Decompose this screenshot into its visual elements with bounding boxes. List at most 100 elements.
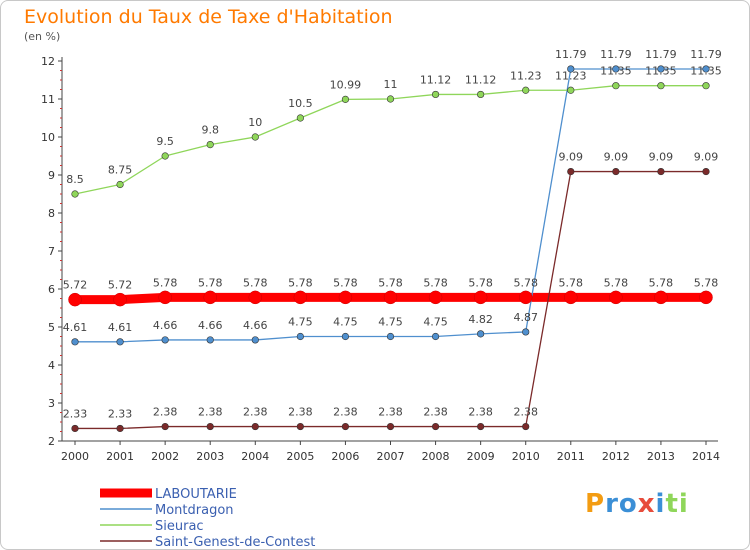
data-point [431,422,440,431]
x-tick-label: 2013 [647,450,675,463]
data-point [612,65,620,73]
data-label: 11.23 [510,69,542,82]
data-point [564,290,578,305]
logo-letter: r [605,489,619,519]
x-tick-label: 2000 [61,450,89,463]
data-point [567,65,575,73]
data-point [296,422,304,431]
data-label: 8.5 [66,173,84,186]
data-label: 4.66 [153,319,178,332]
data-label: 5.78 [243,276,268,289]
data-point [567,86,575,94]
data-point [203,290,217,305]
x-tick-label: 2004 [241,450,269,463]
data-label: 4.75 [333,316,358,329]
data-labels: 5.72 5.72 5.78 5.78 5.78 5.78 5.78 5.78 5.78 5.78… [63,48,722,420]
data-point [161,422,169,431]
data-point [383,290,398,305]
data-point [473,290,488,305]
data-label: 5.72 [108,279,133,292]
logo-letter: x [637,489,656,519]
data-point [113,292,127,307]
data-point [386,332,395,341]
data-point [477,422,485,431]
data-label: 5.78 [423,276,448,289]
data-point [161,336,169,344]
x-tick-label: 2008 [422,450,450,463]
y-tick-label: 9 [48,169,55,182]
y-tick-label: 12 [41,55,55,68]
data-point [522,422,530,431]
data-label: 4.61 [108,321,133,334]
data-point [431,332,440,341]
data-label: 5.78 [513,276,538,289]
data-point [341,422,350,431]
data-label: 2.38 [243,406,268,419]
data-label: 9.09 [649,151,674,164]
data-label: 5.78 [333,276,358,289]
x-tick-label: 2009 [467,450,495,463]
data-label: 11.12 [420,73,452,86]
data-point [567,167,575,176]
data-point [386,95,395,103]
data-point [518,290,533,305]
data-point [251,422,259,431]
data-label: 11 [384,78,398,91]
legend-label: Saint-Genest-de-Contest [155,535,315,550]
data-point [386,422,395,431]
proxiti-logo: Proxiti [585,489,689,519]
data-label: 2.38 [423,406,448,419]
data-point [477,330,485,338]
y-tick-label: 8 [48,207,55,220]
logo-letter: t [665,489,679,519]
data-point [612,167,620,176]
data-point [341,95,350,103]
data-label: 4.75 [423,316,448,329]
data-point [338,290,353,305]
x-tick-label: 2003 [196,450,224,463]
data-point [612,82,620,90]
y-tick-label: 2 [48,435,55,448]
x-tick-label: 2014 [692,450,720,463]
data-label: 4.66 [243,319,268,332]
y-tick-label: 6 [48,283,55,296]
y-tick-label: 10 [41,131,55,144]
data-label: 10.99 [330,78,362,91]
logo-letter: i [655,489,666,519]
legend: LABOUTARIEMontdragonSieuracSaint-Genest-… [100,487,315,550]
data-point [296,332,304,341]
data-point [702,82,710,90]
data-label: 2.33 [108,407,133,420]
legend-label: Montdragon [155,503,234,518]
logo-letter: P [585,489,606,519]
data-label: 2.38 [288,406,313,419]
data-label: 11.79 [555,48,587,61]
data-label: 9.8 [201,124,219,137]
data-label: 11.12 [465,73,497,86]
data-point [657,82,665,90]
data-label: 2.38 [333,406,358,419]
data-label: 5.78 [694,276,719,289]
x-tick-label: 2007 [377,450,405,463]
data-point [71,190,79,198]
data-label: 5.78 [378,276,403,289]
data-label: 9.09 [604,151,629,164]
data-label: 2.38 [153,406,178,419]
data-label: 11.79 [690,48,722,61]
y-tick-label: 4 [48,359,55,372]
data-point [71,424,79,433]
y-tick-label: 11 [41,93,55,106]
data-point [293,290,308,305]
data-label: 2.38 [468,406,493,419]
y-tick-label: 3 [48,397,55,410]
data-label: 4.75 [378,316,403,329]
data-point [522,328,530,336]
data-label: 5.78 [604,276,629,289]
x-tick-label: 2006 [331,450,359,463]
data-label: 4.87 [513,311,538,324]
data-label: 4.61 [63,321,88,334]
data-label: 5.78 [288,276,313,289]
data-point [431,90,440,99]
data-point [251,133,259,141]
